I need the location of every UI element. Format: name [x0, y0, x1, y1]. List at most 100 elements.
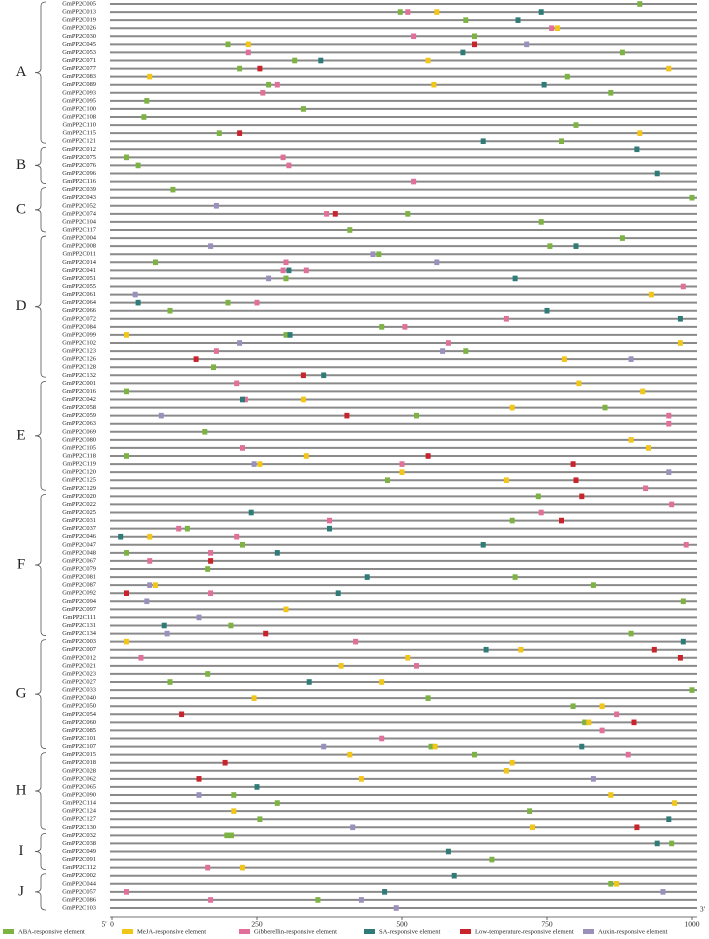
element-mark — [283, 259, 289, 266]
element-mark — [660, 889, 666, 895]
gene-label: GmPP2C079 — [62, 565, 96, 572]
group-label: G — [16, 686, 27, 702]
element-mark — [463, 348, 469, 354]
element-mark — [245, 41, 251, 48]
gene-label: GmPP2C077 — [62, 65, 97, 72]
gene-label: GmPP2C084 — [62, 323, 97, 330]
element-mark — [666, 65, 672, 72]
gene-label: GmPP2C103 — [62, 904, 96, 911]
element-mark — [503, 767, 509, 774]
element-mark — [240, 864, 245, 871]
element-mark — [124, 638, 129, 645]
element-mark — [651, 646, 657, 653]
element-mark — [599, 703, 605, 710]
element-mark — [515, 17, 521, 23]
gene-label: GmPP2C004 — [62, 235, 97, 242]
legend-label: MeJA-responsive element — [137, 929, 206, 936]
element-mark — [124, 889, 129, 895]
legend-label: ABA-responsive element — [18, 929, 85, 936]
element-mark — [248, 509, 254, 516]
gene-label: GmPP2C105 — [62, 444, 96, 451]
gene-label: GmPP2C027 — [62, 678, 97, 685]
element-mark — [628, 630, 634, 637]
gene-label: GmPP2C129 — [62, 485, 96, 492]
x-tick-label: 250 — [251, 920, 263, 929]
element-mark — [689, 687, 695, 693]
element-mark — [300, 372, 306, 379]
group-label: F — [17, 556, 25, 572]
element-mark — [283, 275, 289, 282]
element-mark — [425, 695, 431, 701]
element-mark — [286, 162, 292, 169]
gene-label: GmPP2C119 — [62, 461, 96, 468]
element-mark — [350, 824, 356, 831]
element-mark — [179, 711, 185, 718]
element-mark — [164, 630, 170, 637]
element-mark — [358, 776, 364, 782]
gene-label: GmPP2C071 — [62, 57, 96, 64]
gene-label: GmPP2C131 — [62, 622, 96, 629]
legend-swatch — [583, 929, 594, 934]
gene-label: GmPP2C096 — [62, 170, 96, 177]
gene-label: GmPP2C022 — [62, 501, 96, 508]
element-mark — [303, 453, 309, 459]
gene-label: GmPP2C037 — [62, 525, 97, 532]
element-mark — [608, 880, 614, 887]
element-mark — [283, 606, 289, 613]
gene-label: GmPP2C099 — [62, 331, 96, 338]
element-mark — [251, 695, 257, 701]
gene-label: GmPP2C081 — [62, 574, 96, 581]
element-mark — [141, 114, 147, 120]
element-mark — [332, 211, 338, 217]
element-mark — [318, 57, 324, 64]
element-mark — [399, 461, 405, 467]
element-mark — [353, 638, 359, 645]
gene-label: GmPP2C127 — [62, 816, 97, 823]
element-mark — [619, 235, 625, 241]
element-mark — [254, 299, 260, 306]
element-mark — [376, 251, 382, 258]
gene-label: GmPP2C125 — [62, 477, 96, 484]
element-mark — [147, 558, 153, 564]
element-mark — [213, 348, 219, 354]
gene-label: GmPP2C132 — [62, 372, 96, 379]
element-mark — [245, 49, 251, 56]
element-mark — [579, 493, 585, 500]
gene-label: GmPP2C115 — [62, 130, 96, 137]
element-mark — [544, 307, 550, 314]
element-mark — [428, 743, 434, 750]
element-mark — [124, 550, 129, 556]
gene-label: GmPP2C076 — [62, 162, 96, 169]
element-mark — [358, 897, 364, 903]
element-mark — [237, 65, 243, 72]
gene-label: GmPP2C055 — [62, 283, 96, 290]
gene-label: GmPP2C013 — [62, 9, 96, 16]
element-mark — [240, 445, 245, 451]
gene-label: GmPP2C094 — [62, 598, 97, 605]
element-mark — [512, 275, 518, 282]
element-mark — [205, 566, 211, 572]
element-mark — [677, 654, 683, 661]
gene-label: GmPP2C104 — [62, 218, 97, 225]
element-mark — [347, 227, 353, 233]
element-mark — [202, 428, 208, 435]
gene-label: GmPP2C014 — [62, 259, 97, 266]
gene-label: GmPP2C069 — [62, 428, 96, 435]
element-mark — [196, 792, 202, 798]
element-mark — [631, 719, 637, 726]
element-mark — [167, 307, 173, 314]
gene-label: GmPP2C012 — [62, 654, 96, 661]
element-mark — [483, 646, 489, 653]
gene-label: GmPP2C118 — [62, 452, 96, 459]
element-mark — [547, 243, 553, 249]
element-mark — [549, 25, 555, 32]
element-mark — [576, 380, 582, 387]
element-mark — [124, 453, 129, 459]
gene-label: GmPP2C134 — [62, 630, 97, 637]
element-mark — [266, 275, 272, 282]
element-mark — [509, 404, 515, 411]
element-mark — [472, 33, 477, 40]
gene-label: GmPP2C117 — [62, 226, 96, 233]
element-mark — [225, 299, 231, 306]
element-mark — [393, 905, 399, 911]
